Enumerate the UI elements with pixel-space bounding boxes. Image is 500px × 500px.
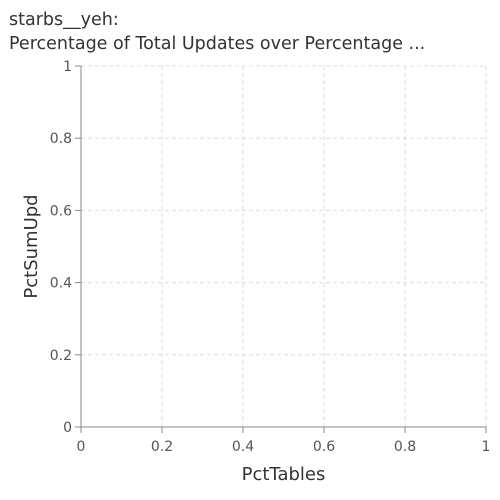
x-tick-label: 1 [482,439,491,455]
y-axis-title: PctSumUpd [21,194,42,298]
chart-title-line-2: Percentage of Total Updates over Percent… [9,34,426,54]
tick-labels: 0 0.2 0.4 0.6 0.8 1 0 0.2 0.4 0.6 0.8 1 [50,59,491,455]
axes [75,65,487,433]
y-tick-label: 0.8 [50,131,72,147]
y-tick-label: 1 [63,59,72,75]
x-tick-label: 0.4 [232,439,254,455]
y-tick-label: 0.4 [50,276,72,292]
chart-title: starbs__yeh: Percentage of Total Updates… [9,8,425,56]
y-tick-label: 0.6 [50,203,72,219]
x-tick-label: 0.2 [151,439,173,455]
grid-lines [81,65,487,427]
x-tick-label: 0.8 [394,439,416,455]
x-axis-title: PctTables [242,464,326,485]
x-tick-label: 0 [77,439,86,455]
y-tick-label: 0 [63,420,72,436]
y-tick-label: 0.2 [50,348,72,364]
x-tick-label: 0.6 [313,439,335,455]
chart-title-line-1: starbs__yeh: [9,10,119,30]
